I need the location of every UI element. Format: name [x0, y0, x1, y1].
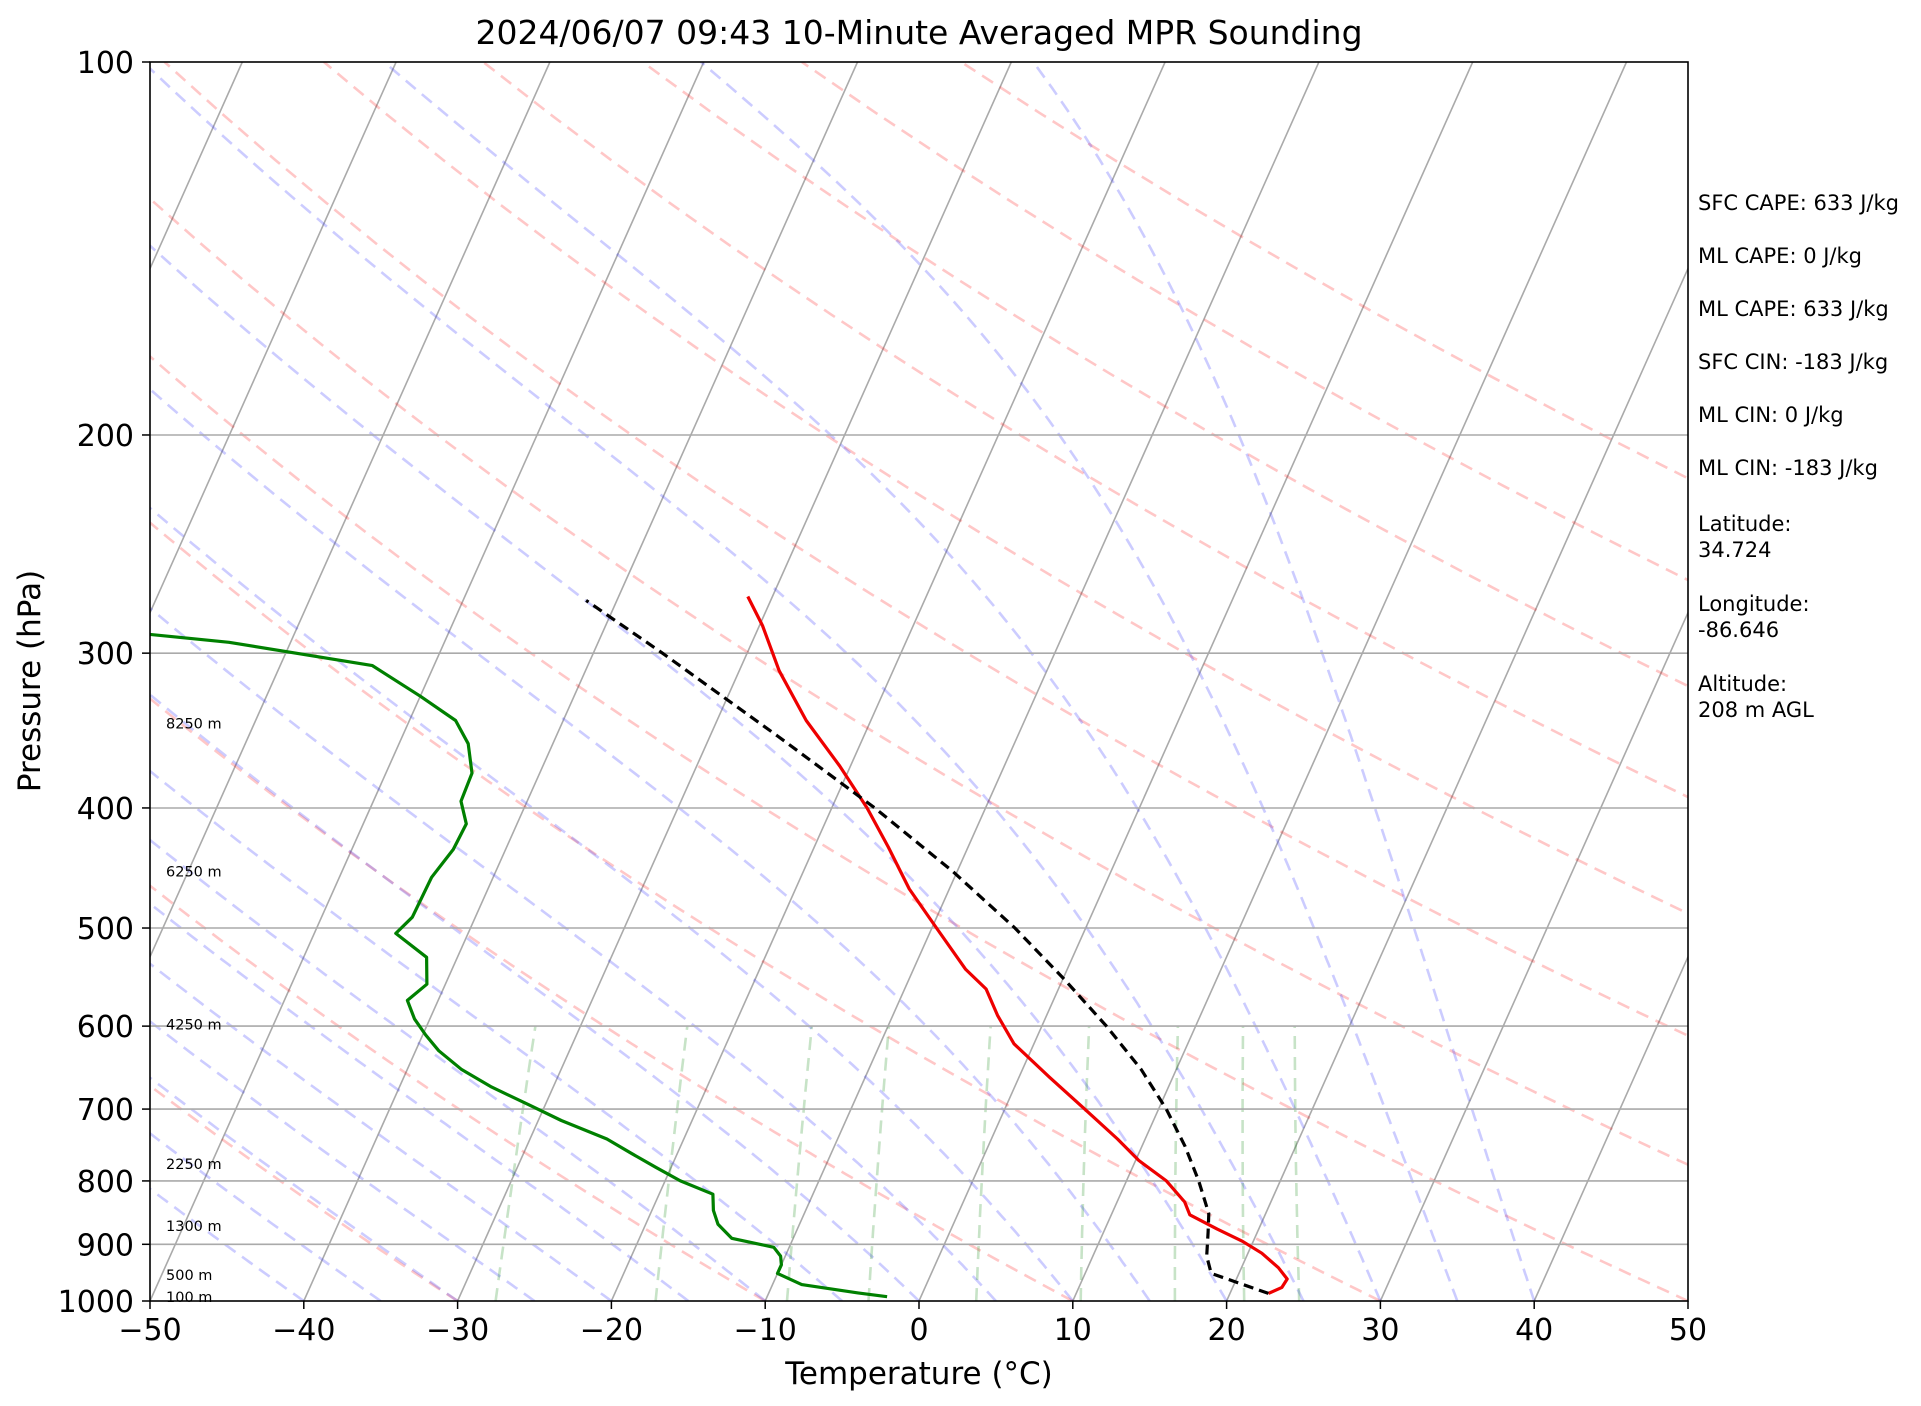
moist-adiabat-line	[150, 506, 1074, 1301]
dewpoint-line	[150, 632, 888, 1299]
x-axis-label: Temperature (°C)	[784, 1356, 1053, 1392]
dry-adiabat-line	[150, 884, 766, 1301]
moist-adiabat-line	[150, 692, 920, 1301]
mixing-ratio-line	[1293, 1026, 1301, 1301]
moist-adiabat-line	[150, 902, 690, 1301]
moist-adiabat-line	[383, 62, 1382, 1301]
dry-adiabat-line	[150, 354, 1688, 1301]
y-tick-label: 1000	[58, 1285, 134, 1320]
moist-adiabat-line	[150, 1019, 536, 1301]
mixing-ratio-line	[654, 1025, 689, 1301]
x-tick-label: −20	[580, 1313, 643, 1348]
dry-adiabat-line	[801, 62, 1688, 582]
moist-adiabat-line	[700, 62, 1459, 1301]
x-tick-label: −30	[426, 1313, 489, 1348]
chart-title: 2024/06/07 09:43 10-Minute Averaged MPR …	[475, 13, 1362, 52]
dry-adiabat-line	[163, 62, 1688, 1038]
y-tick-label: 600	[77, 1010, 134, 1045]
parcel-profile-line	[585, 599, 1269, 1295]
isotherm-line	[1533, 954, 1688, 1301]
height-label: 500 m	[166, 1268, 212, 1284]
height-label: 1300 m	[166, 1219, 222, 1235]
dry-adiabat-line	[150, 196, 1688, 1167]
height-label: 6250 m	[166, 864, 222, 880]
isotherm-line	[610, 62, 1166, 1301]
isotherm-line	[150, 62, 551, 959]
mixing-ratio-line	[494, 1025, 537, 1301]
isotherm-line	[1225, 266, 1688, 1301]
y-tick-label: 200	[77, 419, 134, 454]
height-label: 4250 m	[166, 1017, 222, 1033]
moist-adiabat-line	[150, 243, 1228, 1301]
moist-adiabat-line	[150, 66, 1305, 1301]
info-line: Altitude:	[1698, 672, 1787, 696]
info-line: 208 m AGL	[1698, 698, 1814, 722]
height-label: 2250 m	[166, 1157, 222, 1173]
mixing-ratio-line	[785, 1025, 814, 1301]
info-line: 34.724	[1698, 538, 1771, 562]
y-tick-label: 100	[77, 46, 134, 81]
isotherm-line	[150, 62, 705, 1301]
plot-frame	[149, 61, 1689, 1302]
temperature-line	[746, 595, 1289, 1295]
moist-adiabat-line	[150, 1187, 305, 1301]
y-tick-label: 400	[77, 792, 134, 827]
height-label: 100 m	[166, 1290, 212, 1306]
x-tick-label: −50	[118, 1313, 181, 1348]
info-line: SFC CAPE: 633 J/kg	[1698, 191, 1899, 215]
axis-ticks: −50 −40 −30 −20 −10 0 10 20 30 40 50 100 200 300 400 50…	[58, 46, 1707, 1348]
mixing-ratio-line	[867, 1025, 891, 1301]
mixing-ratio-line	[974, 1026, 992, 1301]
isotherm-line	[764, 62, 1320, 1301]
x-tick-label: 50	[1669, 1313, 1707, 1348]
y-axis-label: Pressure (hPa)	[12, 570, 48, 792]
y-tick-label: 900	[77, 1228, 134, 1263]
info-line: Longitude:	[1698, 592, 1810, 616]
y-tick-label: 500	[77, 912, 134, 947]
moist-adiabat-line	[150, 1076, 459, 1301]
x-tick-label: −10	[734, 1313, 797, 1348]
info-line: Latitude:	[1698, 512, 1792, 536]
sounding-info: SFC CAPE: 633 J/kg ML CAPE: 0 J/kg ML CAPE…	[1698, 191, 1899, 722]
dry-adiabat-line	[482, 62, 1688, 799]
info-line: ML CAPE: 633 J/kg	[1698, 297, 1889, 321]
height-labels: 100 m 500 m 1300 m 2250 m 4250 m 6250 m 8250 m	[166, 717, 222, 1307]
mixing-ratio-line	[1173, 1026, 1180, 1301]
mixing-ratio-line	[1241, 1026, 1246, 1301]
isotherm-line	[1379, 610, 1688, 1301]
info-line: ML CAPE: 0 J/kg	[1698, 244, 1862, 268]
height-label: 8250 m	[166, 717, 222, 733]
y-tick-label: 300	[77, 637, 134, 672]
x-tick-label: 10	[1054, 1313, 1092, 1348]
isotherm-line	[150, 62, 397, 615]
moist-adiabat-line	[150, 387, 1151, 1301]
background-lines	[150, 62, 1688, 1301]
isotherm-line	[918, 62, 1474, 1301]
dry-adiabat-line	[150, 696, 1074, 1301]
x-tick-label: −40	[272, 1313, 335, 1348]
info-line: -86.646	[1698, 618, 1779, 642]
moist-adiabat-line	[150, 769, 843, 1301]
mixing-ratio-line	[1079, 1026, 1091, 1301]
info-line: ML CIN: -183 J/kg	[1698, 456, 1878, 480]
x-tick-label: 0	[909, 1313, 928, 1348]
sounding-traces	[150, 595, 1289, 1299]
isotherm-line	[456, 62, 1013, 1301]
y-tick-label: 800	[77, 1165, 134, 1200]
x-tick-label: 30	[1361, 1313, 1399, 1348]
x-tick-label: 20	[1208, 1313, 1246, 1348]
isobar-grid	[150, 434, 1688, 1246]
info-line: SFC CIN: -183 J/kg	[1698, 350, 1888, 374]
moist-adiabat-line	[150, 606, 997, 1301]
isotherm-line	[303, 62, 859, 1301]
x-tick-label: 40	[1515, 1313, 1553, 1348]
moist-adiabat-line	[150, 1131, 382, 1301]
moist-adiabat-line	[1032, 62, 1536, 1301]
info-line: ML CIN: 0 J/kg	[1698, 403, 1844, 427]
dry-adiabat-line	[150, 1084, 459, 1301]
y-tick-label: 700	[77, 1093, 134, 1128]
moist-adiabat-line	[150, 962, 613, 1301]
isotherm-line	[1072, 62, 1628, 1301]
